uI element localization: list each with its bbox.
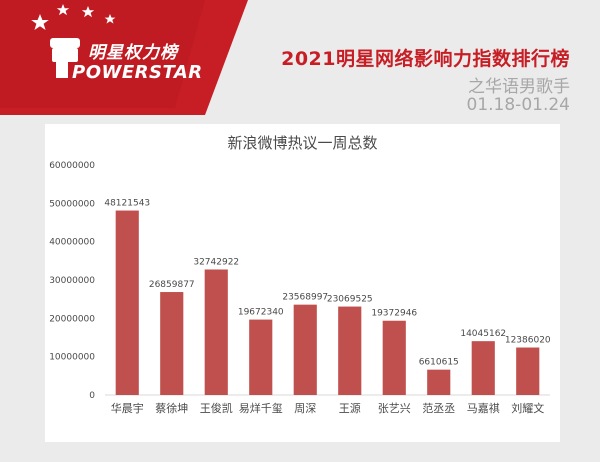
data-label: 19672340 — [238, 308, 284, 318]
data-label: 26859877 — [149, 280, 195, 290]
x-tick-label: 蔡徐坤 — [155, 401, 188, 415]
y-tick-label: 10000000 — [49, 353, 95, 363]
brand-name-cn: 明星权力榜 — [88, 43, 178, 63]
y-tick-label: 40000000 — [49, 238, 95, 248]
data-label: 23069525 — [327, 295, 373, 305]
brand-name-en: POWERSTAR — [72, 62, 203, 83]
bar — [427, 369, 451, 395]
star-icon — [31, 14, 49, 30]
page-title: 2021明星网络影响力指数排行榜 — [281, 48, 570, 70]
data-label: 23568997 — [282, 293, 328, 303]
chart-title: 新浪微博热议一周总数 — [227, 134, 378, 152]
bar — [338, 306, 362, 395]
data-label: 14045162 — [460, 329, 506, 339]
chart-panel: 新浪微博热议一周总数 0 10000000 20000000 30000000 4000… — [45, 124, 560, 442]
bar-chart: 0 10000000 20000000 30000000 40000000 5000000… — [49, 161, 551, 415]
x-tick-label: 张艺兴 — [378, 402, 411, 415]
x-tick-label: 马嘉祺 — [467, 401, 500, 415]
x-tick-label: 华晨宇 — [111, 401, 144, 415]
data-label: 12386020 — [505, 336, 551, 346]
date-range: 01.18-01.24 — [466, 95, 570, 115]
bar — [160, 292, 184, 395]
star-icon — [81, 6, 95, 18]
x-tick-label: 易烊千玺 — [239, 401, 283, 415]
bar — [115, 210, 139, 395]
x-tick-label: 刘耀文 — [511, 401, 544, 415]
x-tick-label: 王源 — [339, 401, 361, 415]
y-tick-label: 60000000 — [49, 161, 95, 171]
x-tick-label: 范丞丞 — [422, 401, 455, 415]
y-tick-label: 50000000 — [49, 199, 95, 209]
data-label: 48121543 — [104, 199, 150, 209]
y-tick-label: 20000000 — [49, 314, 95, 324]
data-label: 32742922 — [193, 257, 239, 267]
bar — [249, 319, 273, 395]
bar — [293, 304, 317, 395]
data-label: 19372946 — [371, 309, 417, 319]
bar — [204, 269, 228, 395]
bar — [382, 320, 406, 395]
x-tick-label: 周深 — [294, 402, 316, 415]
star-icon — [104, 14, 116, 24]
bar — [471, 341, 495, 395]
fist-logo-icon — [50, 38, 80, 78]
bar — [516, 347, 540, 395]
x-tick-label: 王俊凯 — [200, 401, 233, 415]
page-subtitle: 之华语男歌手 — [468, 77, 570, 97]
y-tick-label: 30000000 — [49, 276, 95, 286]
star-icon — [56, 4, 70, 16]
y-tick-label: 0 — [89, 391, 95, 401]
data-label: 6610615 — [419, 358, 459, 368]
